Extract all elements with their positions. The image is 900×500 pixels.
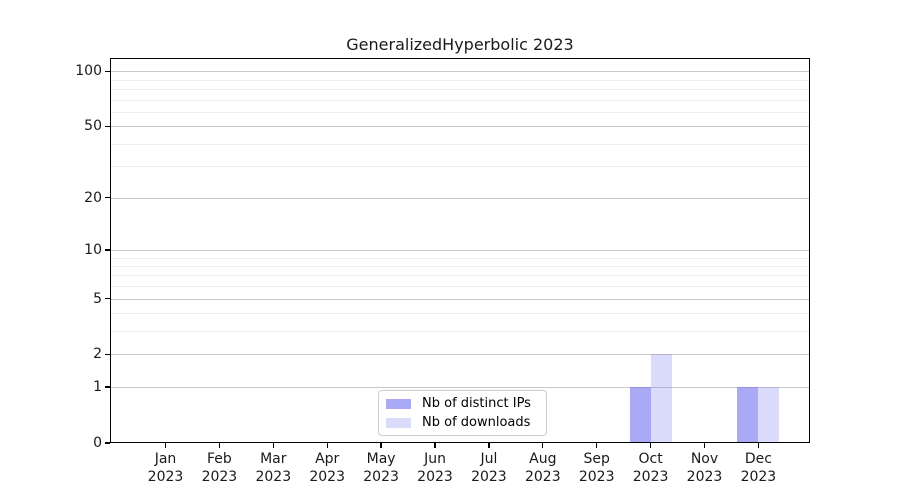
y-tick-label-5: 5 bbox=[93, 290, 102, 307]
gridline-2 bbox=[110, 354, 810, 356]
x-tickmark-dec bbox=[757, 443, 760, 448]
bars-layer bbox=[110, 58, 810, 443]
x-tickmark-jul bbox=[488, 443, 490, 448]
gridline-1 bbox=[110, 387, 810, 389]
x-tick-label-sep: Sep 2023 bbox=[578, 451, 615, 485]
legend-item-downloads: Nb of downloads bbox=[386, 415, 539, 430]
y-tick-label-1: 1 bbox=[93, 379, 102, 396]
bar-nb-of-downloads-oct bbox=[650, 354, 672, 443]
x-tick-label-jul: Jul 2023 bbox=[471, 451, 507, 485]
x-tick-label-aug: Aug 2023 bbox=[524, 451, 561, 485]
y-tick-label-20: 20 bbox=[84, 189, 102, 206]
gridline-minor-90 bbox=[110, 79, 810, 81]
legend-swatch-distinct-ips bbox=[386, 398, 411, 409]
x-tick-label-dec: Dec 2023 bbox=[740, 451, 777, 485]
x-tickmark-aug bbox=[542, 443, 544, 448]
gridline-minor-4 bbox=[110, 313, 810, 315]
x-tickmark-sep bbox=[596, 443, 598, 448]
y-tickmark-10 bbox=[105, 249, 110, 251]
x-tickmark-may bbox=[380, 443, 382, 448]
x-tick-label-jun: Jun 2023 bbox=[417, 451, 453, 485]
bar-nb-of-distinct-ips-dec bbox=[737, 387, 759, 443]
gridline-50 bbox=[110, 126, 810, 128]
gridline-20 bbox=[110, 197, 810, 199]
y-tick-label-50: 50 bbox=[84, 118, 102, 135]
y-tickmark-0 bbox=[105, 442, 110, 444]
x-tickmark-feb bbox=[218, 443, 221, 448]
gridline-minor-40 bbox=[110, 143, 810, 145]
y-tickmark-1 bbox=[105, 386, 110, 388]
x-tickmark-nov bbox=[703, 443, 706, 448]
gridline-minor-30 bbox=[110, 166, 810, 168]
x-tick-label-nov: Nov 2023 bbox=[686, 451, 723, 485]
legend-label-distinct-ips: Nb of distinct IPs bbox=[422, 396, 531, 411]
legend-item-distinct-ips: Nb of distinct IPs bbox=[386, 396, 539, 411]
gridline-minor-3 bbox=[110, 331, 810, 333]
x-tick-label-feb: Feb 2023 bbox=[201, 451, 238, 485]
gridline-minor-80 bbox=[110, 88, 810, 90]
y-tick-label-10: 10 bbox=[84, 241, 102, 258]
legend-swatch-downloads bbox=[386, 417, 411, 428]
bar-nb-of-downloads-dec bbox=[758, 387, 780, 443]
legend-label-downloads: Nb of downloads bbox=[422, 415, 531, 430]
plot-area bbox=[110, 58, 810, 443]
chart-title: GeneralizedHyperbolic 2023 bbox=[346, 35, 574, 54]
x-tickmark-jan bbox=[164, 443, 167, 448]
y-tick-label-2: 2 bbox=[93, 346, 102, 363]
gridline-10 bbox=[110, 249, 810, 251]
x-tick-label-jan: Jan 2023 bbox=[147, 451, 184, 485]
y-tickmark-50 bbox=[105, 125, 110, 127]
x-tick-label-apr: Apr 2023 bbox=[309, 451, 345, 485]
gridline-minor-70 bbox=[110, 99, 810, 101]
gridline-minor-7 bbox=[110, 275, 810, 277]
gridline-minor-9 bbox=[110, 257, 810, 259]
legend: Nb of distinct IPs Nb of downloads bbox=[378, 390, 547, 436]
y-tick-label-0: 0 bbox=[93, 435, 102, 451]
y-tickmark-20 bbox=[105, 197, 110, 199]
y-tickmark-5 bbox=[105, 297, 110, 300]
y-tickmark-100 bbox=[105, 70, 110, 72]
x-tickmark-mar bbox=[272, 443, 274, 448]
gridlines-layer bbox=[110, 58, 810, 443]
x-tickmark-oct bbox=[649, 443, 652, 448]
x-tick-label-mar: Mar 2023 bbox=[255, 451, 292, 485]
x-tick-label-oct: Oct 2023 bbox=[632, 451, 669, 485]
y-tickmark-2 bbox=[105, 353, 110, 356]
x-tickmark-jun bbox=[434, 443, 436, 448]
x-tickmark-apr bbox=[326, 443, 328, 448]
gridline-minor-60 bbox=[110, 111, 810, 113]
x-tick-label-may: May 2023 bbox=[363, 451, 399, 485]
gridline-5 bbox=[110, 298, 810, 300]
gridline-minor-8 bbox=[110, 265, 810, 267]
gridline-100 bbox=[110, 71, 810, 73]
y-tick-label-100: 100 bbox=[75, 63, 102, 80]
gridline-minor-6 bbox=[110, 286, 810, 288]
bar-nb-of-distinct-ips-oct bbox=[629, 387, 651, 443]
